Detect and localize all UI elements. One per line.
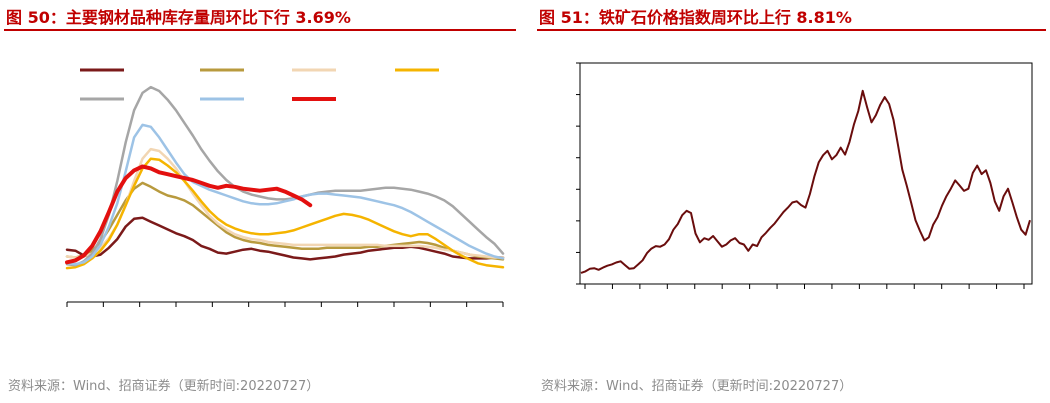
series-line-2017 [65, 181, 505, 261]
plot-frame [579, 62, 1033, 285]
left-figure-title: 图 50：主要钢材品种库存量周环比下行 3.69% [6, 8, 351, 27]
right-figure-title: 图 51：铁矿石价格指数周环比上行 8.81% [539, 8, 852, 27]
series-line-2020 [65, 85, 505, 267]
right-title-rule [537, 29, 1046, 31]
series-line-ciopi [580, 89, 1031, 274]
right-source-note: 资料来源：Wind、招商证券（更新时间:20220727） [541, 379, 853, 394]
inventory-line-chart [65, 68, 505, 307]
left-figure-panel: 图 50：主要钢材品种库存量周环比下行 3.69% 资料来源：Wind、招商证券… [0, 0, 520, 403]
series-line-2019 [65, 157, 505, 270]
left-title-rule [4, 29, 516, 31]
series-line-2021 [65, 123, 505, 266]
series-line-2022 [65, 164, 313, 265]
left-source-note: 资料来源：Wind、招商证券（更新时间:20220727） [8, 379, 320, 394]
iron-ore-index-chart [576, 62, 1033, 289]
series-line-2016 [65, 216, 505, 261]
right-figure-panel: 图 51：铁矿石价格指数周环比上行 8.81% 资料来源：Wind、招商证券（更… [533, 0, 1050, 403]
